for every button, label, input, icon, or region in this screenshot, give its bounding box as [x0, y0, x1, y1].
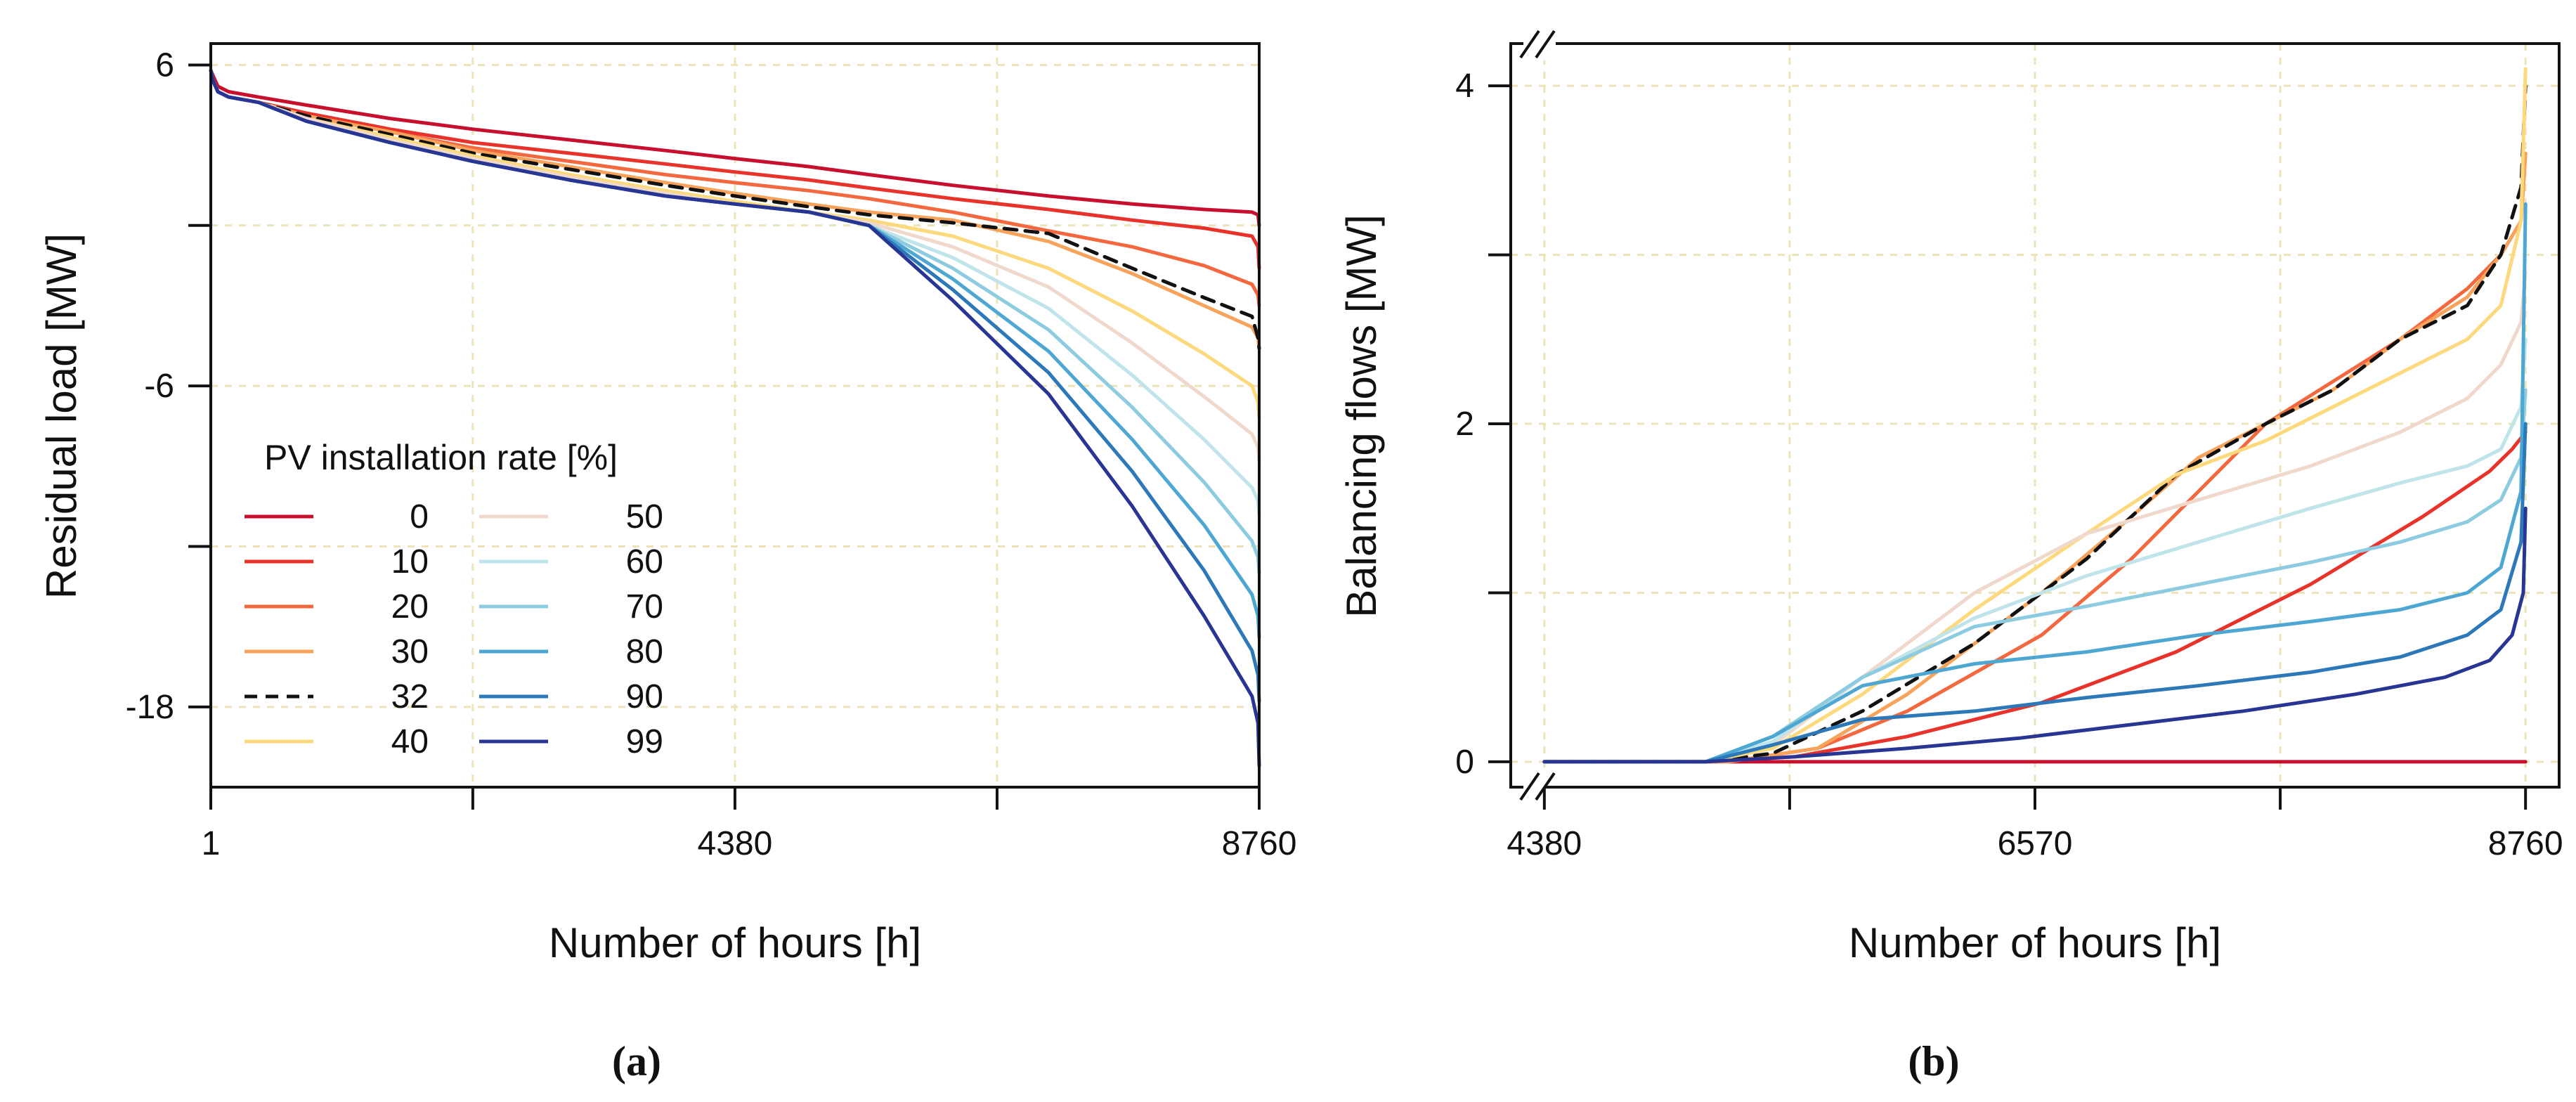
x-tick-label: 4380 [698, 825, 773, 862]
y-axis: 6 -6 -18 [126, 46, 211, 726]
legend-label-pv-10: 10 [391, 543, 429, 581]
legend-label-pv-50: 50 [626, 498, 663, 536]
panel-a-residual-load: 1 4380 8760 6 -6 -18 Number of hours [h] Res… [38, 42, 1297, 1084]
y-axis-label: Residual load [MW] [38, 233, 85, 599]
y-tick-label: 2 [1455, 406, 1474, 443]
y-axis-label: Balancing flows [MW] [1338, 214, 1385, 618]
legend-label-pv-70: 70 [626, 588, 663, 625]
legend-title: PV installation rate [%] [264, 438, 618, 477]
y-tick-label: 0 [1455, 744, 1474, 781]
x-axis-label: Number of hours [h] [549, 919, 921, 966]
x-tick-label: 8760 [2488, 825, 2563, 862]
y-tick-label: 4 [1455, 67, 1474, 105]
legend: PV installation rate [%] 0 10 20 30 32 40 50 60… [245, 438, 663, 760]
legend-label-pv-40: 40 [391, 723, 429, 760]
panel-caption: (a) [612, 1038, 661, 1084]
series-line-pv-99 [1542, 506, 2528, 764]
legend-label-pv-20: 20 [391, 588, 429, 625]
series-line-pv-0 [209, 68, 1261, 228]
legend-label-pv-60: 60 [626, 543, 663, 581]
legend-label-pv-0: 0 [410, 498, 429, 536]
y-tick-label: 6 [155, 46, 174, 84]
panel-b-balancing-flows: 4380 6570 8760 0 2 4 Number of hours [h] Bal… [1338, 28, 2563, 1084]
x-tick-label: 4380 [1507, 825, 1582, 862]
x-axis-label: Number of hours [h] [1849, 919, 2221, 966]
y-axis: 0 2 4 [1455, 67, 1511, 781]
series-line-pv-30 [1542, 151, 2528, 764]
series-line-pv-90 [1542, 422, 2528, 764]
x-axis: 1 4380 8760 [202, 786, 1297, 862]
axis-break-marks [1519, 28, 1556, 803]
legend-label-pv-90: 90 [626, 678, 663, 715]
y-tick-label: -6 [144, 368, 174, 405]
x-axis: 4380 6570 8760 [1507, 786, 2563, 862]
x-tick-label: 8760 [1222, 825, 1297, 862]
legend-label-pv-32: 32 [391, 678, 429, 715]
series-lines [209, 68, 1261, 768]
series-line-pv-32 [209, 68, 1261, 351]
x-tick-label: 1 [202, 825, 221, 862]
y-tick-label: -18 [126, 689, 174, 726]
series-line-pv-60 [1542, 337, 2528, 764]
series-line-pv-32 [1542, 84, 2528, 764]
legend-label-pv-99: 99 [626, 723, 663, 760]
series-line-pv-80 [1542, 202, 2528, 764]
x-tick-label: 6570 [1998, 825, 2073, 862]
gridlines [1511, 44, 2559, 787]
legend-label-pv-30: 30 [391, 633, 429, 670]
legend-label-pv-80: 80 [626, 633, 663, 670]
series-line-pv-99 [209, 68, 1261, 768]
series-lines [1542, 67, 2528, 764]
panel-caption: (b) [1908, 1038, 1959, 1084]
